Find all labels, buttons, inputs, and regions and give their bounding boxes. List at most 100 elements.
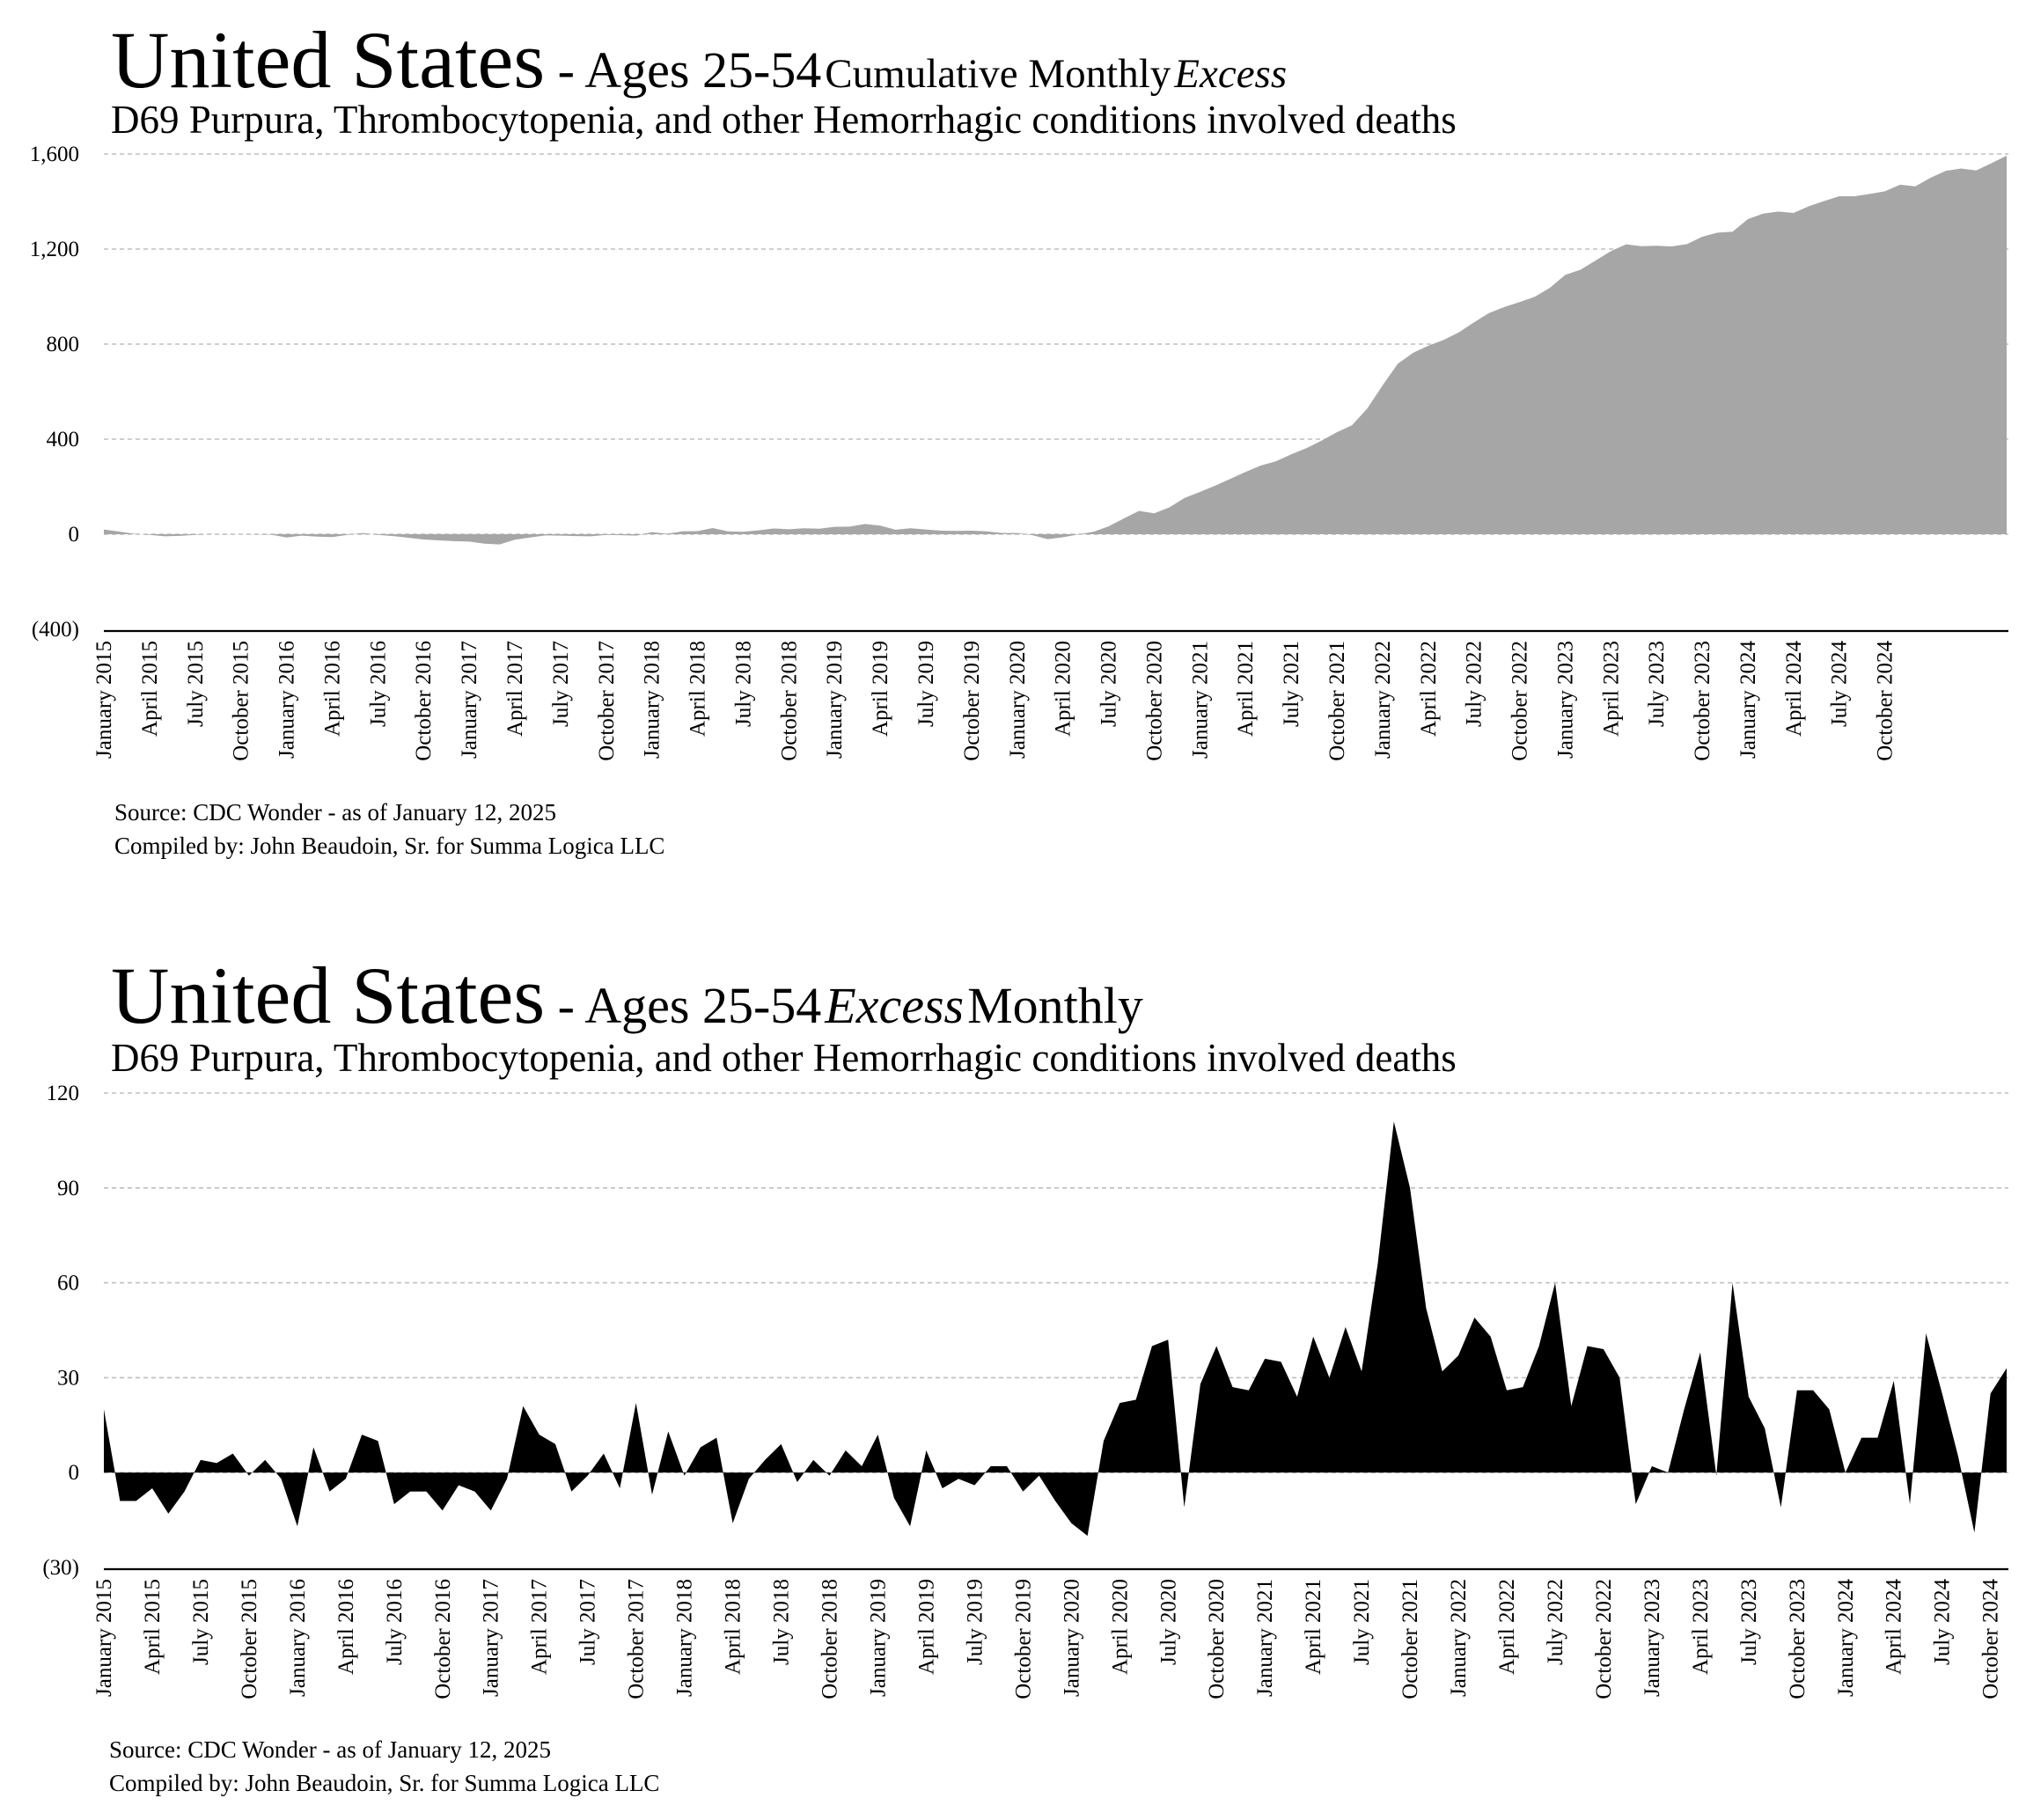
y-tick-label: 1,600 (30, 143, 79, 166)
y-tick-label: (30) (42, 1556, 79, 1580)
chart1-title: United States - Ages 25-54 Cumulative Mo… (111, 19, 1287, 100)
y-tick-label: 0 (69, 1461, 80, 1485)
x-tick-label: April 2019 (869, 641, 892, 737)
x-tick-label: April 2016 (334, 1579, 358, 1675)
x-tick-label: July 2015 (189, 1579, 213, 1665)
x-tick-label: April 2024 (1883, 1579, 1906, 1676)
chart2-source: Source: CDC Wonder - as of January 12, 2… (109, 1736, 551, 1763)
chart2-source-note: Source: CDC Wonder - as of January 12, 2… (109, 1734, 659, 1801)
x-tick-label: July 2022 (1463, 641, 1486, 727)
chart1-plot: 1,600 1,200 800 400 0 (400) January 2015 April … (30, 143, 2008, 761)
x-tick-label: April 2024 (1782, 641, 1806, 738)
x-tick-label: January 2023 (1641, 1579, 1664, 1697)
x-tick-label: January 2022 (1371, 641, 1395, 759)
x-tick-label: January 2016 (275, 641, 299, 759)
x-tick-label: January 2022 (1447, 1579, 1471, 1697)
x-tick-label: October 2024 (1874, 641, 1898, 761)
x-tick-label: April 2021 (1302, 1579, 1325, 1675)
chart2-title-main: United States (111, 950, 546, 1040)
chart2-compiled: Compiled by: John Beaudoin, Sr. for Summ… (109, 1769, 660, 1796)
chart2-title-ages: Ages 25-54 (584, 977, 822, 1034)
x-tick-label: July 2024 (1828, 641, 1852, 727)
y-tick-label: 0 (69, 523, 80, 547)
x-tick-label: April 2019 (914, 1579, 938, 1675)
x-tick-label: October 2019 (1011, 1579, 1035, 1699)
x-tick-label: October 2015 (230, 641, 253, 761)
chart2-subtitle: D69 Purpura, Thrombocytopenia, and other… (111, 1036, 1457, 1080)
y-tick-label: 120 (47, 1082, 80, 1105)
x-tick-label: April 2017 (528, 1579, 552, 1675)
x-tick-label: January 2015 (92, 1579, 116, 1697)
x-tick-label: April 2022 (1495, 1579, 1519, 1675)
x-tick-label: October 2017 (595, 641, 619, 761)
x-tick-label: October 2017 (625, 1579, 649, 1699)
x-tick-label: January 2019 (867, 1579, 891, 1697)
x-tick-label: January 2021 (1188, 641, 1212, 759)
x-tick-label: January 2024 (1834, 1579, 1858, 1697)
y-tick-label: 800 (47, 333, 80, 356)
x-tick-label: January 2018 (673, 1579, 697, 1697)
x-tick-label: January 2017 (480, 1579, 503, 1697)
chart1-subtitle: D69 Purpura, Thrombocytopenia, and other… (111, 98, 1457, 142)
x-tick-label: April 2018 (686, 641, 710, 737)
x-tick-label: April 2023 (1689, 1579, 1713, 1675)
x-tick-label: January 2020 (1060, 1579, 1083, 1697)
x-tick-label: October 2019 (960, 641, 984, 761)
x-tick-label: July 2022 (1544, 1579, 1567, 1665)
x-tick-label: July 2023 (1645, 641, 1669, 727)
x-tick-label: January 2023 (1553, 641, 1577, 759)
y-tick-label: 60 (57, 1272, 79, 1295)
x-tick-label: April 2020 (1052, 641, 1075, 737)
x-tick-label: October 2022 (1592, 1579, 1616, 1699)
y-tick-label: 90 (57, 1177, 79, 1200)
chart2-title: United States - Ages 25-54 Excess Monthl… (111, 955, 1143, 1036)
x-tick-label: October 2018 (777, 641, 801, 761)
x-tick-label: July 2020 (1156, 1579, 1180, 1665)
y-tick-label: 400 (47, 428, 80, 451)
x-tick-label: April 2017 (503, 641, 527, 737)
x-tick-label: January 2016 (286, 1579, 310, 1697)
chart1-compiled: Compiled by: John Beaudoin, Sr. for Summ… (114, 832, 665, 859)
x-tick-label: October 2021 (1398, 1579, 1422, 1699)
x-tick-label: January 2024 (1736, 641, 1760, 759)
x-tick-label: October 2018 (818, 1579, 842, 1699)
x-tick-label: October 2021 (1325, 641, 1349, 761)
y-tick-label: (400) (32, 618, 79, 642)
x-tick-label: July 2019 (963, 1579, 987, 1665)
x-tick-label: April 2018 (722, 1579, 745, 1675)
chart2-title-suffix-b: Monthly (967, 977, 1143, 1034)
x-tick-label: October 2016 (412, 641, 436, 761)
chart1-title-main: United States (111, 15, 546, 105)
chart2-plot: 120 90 60 30 0 (30) January 2015 April 2015 July… (42, 1082, 2008, 1699)
x-tick-label: July 2016 (383, 1579, 407, 1665)
excess-area-series (104, 1121, 2007, 1537)
x-tick-label: July 2017 (576, 1579, 600, 1665)
chart2-title-dash: - (545, 977, 585, 1034)
chart2-title-suffix-italic: Excess (825, 977, 965, 1034)
chart1-title-dash: - (545, 41, 585, 99)
x-tick-label: April 2022 (1417, 641, 1441, 737)
x-tick-label: October 2015 (238, 1579, 261, 1699)
y-tick-label: 1,200 (30, 238, 79, 261)
x-tick-label: July 2020 (1097, 641, 1121, 727)
x-tick-label: July 2016 (366, 641, 390, 727)
x-tick-label: April 2016 (320, 641, 344, 737)
chart1-title-suffix-a: Cumulative Monthly (825, 51, 1171, 97)
x-tick-label: October 2024 (1979, 1579, 2003, 1699)
x-tick-label: July 2019 (914, 641, 938, 727)
excess-area-series (104, 155, 2007, 545)
x-tick-label: January 2017 (458, 641, 481, 759)
x-tick-label: January 2019 (823, 641, 847, 759)
x-tick-label: April 2021 (1234, 641, 1258, 737)
x-tick-label: July 2021 (1280, 641, 1303, 727)
x-tick-label: October 2020 (1142, 641, 1166, 761)
x-tick-label: July 2021 (1350, 1579, 1374, 1665)
x-tick-label: July 2024 (1931, 1579, 1955, 1665)
x-tick-label: July 2023 (1737, 1579, 1761, 1665)
chart1-title-suffix-italic: Excess (1174, 51, 1288, 97)
x-tick-label: July 2017 (549, 641, 573, 727)
x-tick-label: July 2015 (184, 641, 208, 727)
x-tick-label: October 2022 (1508, 641, 1532, 761)
chart1-source: Source: CDC Wonder - as of January 12, 2… (114, 799, 556, 826)
x-tick-label: January 2018 (641, 641, 664, 759)
